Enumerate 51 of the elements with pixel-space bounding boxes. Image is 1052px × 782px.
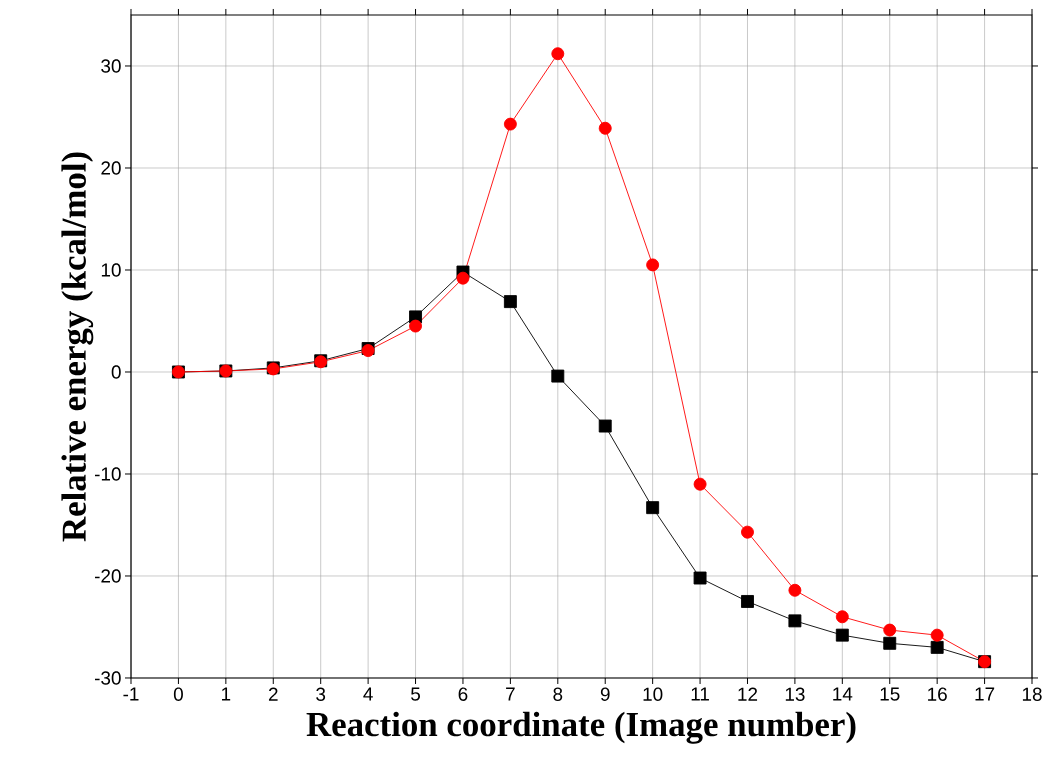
x-tick-label: -1	[123, 687, 139, 701]
point	[503, 117, 517, 131]
point	[930, 628, 944, 642]
x-axis-title: Reaction coordinate (Image number)	[306, 711, 856, 744]
point	[646, 501, 660, 515]
point	[598, 121, 612, 135]
point	[835, 610, 849, 624]
point	[835, 628, 849, 642]
point	[883, 623, 897, 637]
x-tick-label: 4	[363, 687, 373, 701]
point	[693, 571, 707, 585]
point	[788, 614, 802, 628]
point	[551, 369, 565, 383]
y-tick-label: 10	[101, 263, 121, 277]
x-tick-label: 5	[411, 687, 421, 701]
x-tick-label: 16	[928, 687, 947, 701]
point	[551, 47, 565, 61]
x-tick-label: 1	[222, 687, 231, 701]
point	[788, 583, 802, 597]
x-tick-label: 0	[173, 687, 183, 701]
point	[930, 640, 944, 654]
x-tick-label: 6	[458, 687, 468, 701]
point	[598, 419, 612, 433]
x-tick-label: 2	[268, 687, 278, 701]
x-tick-label: 17	[975, 687, 995, 701]
y-tick-label: 20	[101, 161, 121, 175]
point	[741, 595, 754, 608]
point	[646, 258, 660, 272]
point	[883, 636, 897, 650]
y-tick-label: 30	[101, 59, 121, 73]
x-tick-label: 11	[691, 687, 709, 701]
point	[503, 295, 517, 309]
point	[741, 525, 754, 539]
y-tick-label: -10	[94, 467, 121, 481]
point	[456, 271, 470, 285]
y-tick-label: -20	[94, 569, 121, 583]
x-tick-label: 14	[833, 687, 853, 701]
x-tick-label: 13	[785, 687, 805, 701]
x-tick-label: 15	[880, 687, 900, 701]
x-tick-label: 18	[1022, 687, 1042, 701]
point	[409, 319, 422, 333]
y-tick-label: 0	[111, 365, 121, 379]
x-tick-label: 10	[643, 687, 663, 701]
y-tick-label: -30	[94, 671, 121, 685]
x-tick-label: 9	[600, 687, 610, 701]
x-tick-label: 12	[738, 687, 758, 701]
y-axis-title: Relative energy (kcal/mol)	[61, 152, 94, 542]
x-tick-label: 3	[316, 687, 326, 701]
x-tick-label: 8	[553, 687, 563, 701]
point	[693, 477, 707, 491]
x-tick-label: 7	[506, 687, 515, 701]
